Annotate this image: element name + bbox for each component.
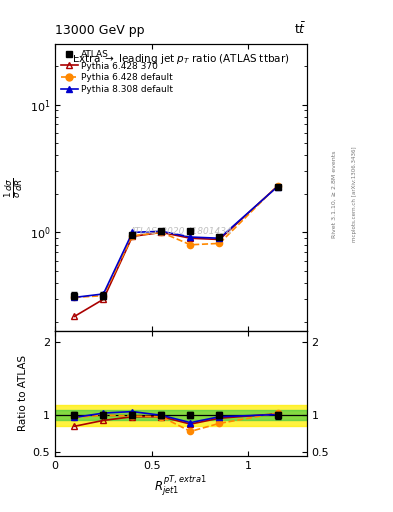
Bar [55, 405, 307, 425]
Text: mcplots.cern.ch [arXiv:1306.3436]: mcplots.cern.ch [arXiv:1306.3436] [352, 147, 357, 242]
Text: ATLAS_2020_I1801434: ATLAS_2020_I1801434 [129, 226, 232, 234]
X-axis label: $R_{jet1}^{pT,\,extra1}$: $R_{jet1}^{pT,\,extra1}$ [154, 475, 207, 499]
Text: t$\bar{t}$: t$\bar{t}$ [294, 22, 307, 37]
Text: Rivet 3.1.10, ≥ 2.8M events: Rivet 3.1.10, ≥ 2.8M events [332, 151, 337, 238]
Text: 13000 GeV pp: 13000 GeV pp [55, 24, 145, 37]
Text: Extra $\rightarrow$ leading jet $p_T$ ratio (ATLAS ttbar): Extra $\rightarrow$ leading jet $p_T$ ra… [72, 52, 290, 66]
Legend: ATLAS, Pythia 6.428 370, Pythia 6.428 default, Pythia 8.308 default: ATLAS, Pythia 6.428 370, Pythia 6.428 de… [59, 48, 175, 96]
Y-axis label: $\frac{1}{\sigma}\frac{d\sigma}{dR}$: $\frac{1}{\sigma}\frac{d\sigma}{dR}$ [4, 177, 26, 198]
Y-axis label: Ratio to ATLAS: Ratio to ATLAS [18, 355, 28, 431]
Bar [55, 410, 307, 420]
